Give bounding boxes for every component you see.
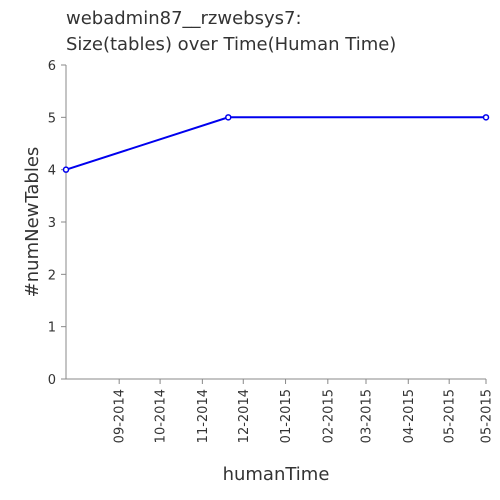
- y-tick-label: 3: [48, 216, 56, 231]
- y-axis-ticks: 0 1 2 3 4 5 6: [48, 59, 66, 388]
- data-point: [482, 114, 490, 121]
- data-point: [62, 166, 70, 173]
- y-tick-label: 6: [48, 59, 56, 74]
- y-axis-label: #numNewTables: [22, 147, 43, 298]
- series-line: [65, 116, 486, 171]
- x-tick-label: 10-2014: [154, 389, 169, 443]
- y-tick-label: 5: [48, 111, 56, 126]
- y-tick-label: 0: [48, 373, 56, 388]
- x-tick-label: 02-2015: [321, 389, 336, 443]
- chart-title-line-2: Size(tables) over Time(Human Time): [66, 34, 396, 55]
- x-axis-label: humanTime: [223, 464, 330, 485]
- x-tick-label: 05-2015: [443, 389, 458, 443]
- series-layer: [62, 114, 490, 173]
- x-tick-label: 05-2015: [480, 389, 495, 443]
- x-tick-label: 09-2014: [113, 389, 128, 443]
- y-tick-label: 1: [48, 321, 56, 336]
- x-axis-ticks: 09-2014 10-2014 11-2014 12-2014 01-2015 02-20…: [113, 379, 495, 443]
- y-tick-label: 4: [48, 164, 56, 179]
- chart-title-line-1: webadmin87__rzwebsys7:: [66, 8, 302, 29]
- x-tick-label: 04-2015: [402, 389, 417, 443]
- x-tick-label: 01-2015: [279, 389, 294, 443]
- data-point: [225, 114, 232, 121]
- x-tick-label: 11-2014: [196, 389, 211, 443]
- x-tick-label: 12-2014: [237, 389, 252, 443]
- y-tick-label: 2: [48, 268, 56, 283]
- x-tick-label: 03-2015: [360, 389, 375, 443]
